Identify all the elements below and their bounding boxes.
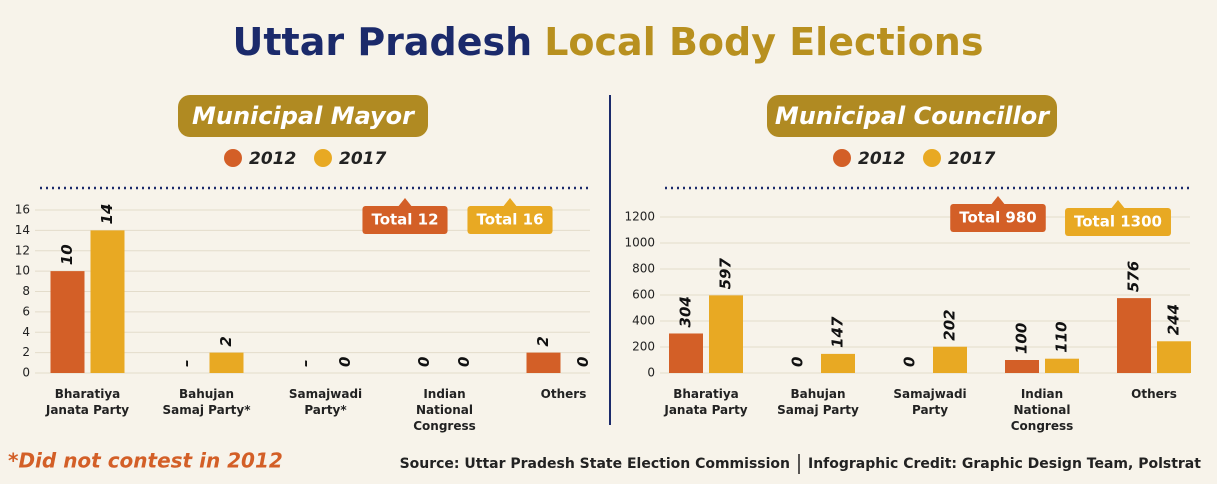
legend-label: 2012 [858,149,905,169]
y-tick-label: 14 [15,223,30,237]
value-label: 0 [574,357,592,367]
value-label: – [177,360,195,368]
x-tick-label: Bahujan Samaj Party* [162,387,251,417]
y-tick-label: 1000 [624,236,655,250]
y-tick-label: 8 [22,284,30,298]
total-badge [362,198,448,234]
y-tick-label: 10 [15,264,30,278]
value-label: 202 [941,309,959,340]
legend-swatch [314,149,332,167]
x-tick-label: Indian National Congress [1010,387,1074,433]
total-badge [1065,200,1171,236]
total-label: Total 12 [371,211,438,229]
bar [1005,360,1039,373]
value-label: 147 [829,316,847,348]
y-tick-label: 400 [632,314,655,328]
y-tick-label: 200 [632,340,655,354]
y-tick-label: 0 [22,366,30,380]
source: Source: Uttar Pradesh State Election Com… [400,456,790,472]
badge-pointer [990,196,1006,206]
y-tick-label: 600 [632,288,655,302]
legend-label: 2012 [249,149,296,169]
value-label: 0 [336,357,354,367]
total-label: Total 980 [959,209,1037,227]
bar [1117,298,1151,373]
value-label: 2 [534,336,552,346]
legend-label: 2017 [948,149,995,169]
x-tick-label: Others [540,387,587,401]
value-label: 0 [415,357,433,367]
title-part: Local Body Elections [544,20,983,64]
title-pill [767,95,1057,137]
total-label: Total 1300 [1074,213,1162,231]
x-tick-label: Others [1131,387,1177,401]
title-pill [178,95,428,137]
x-tick-label: Bahujan Samaj Party [777,387,859,417]
bar [1045,358,1079,373]
bar [669,333,703,373]
y-tick-label: 16 [15,203,30,217]
y-tick-label: 1200 [624,210,655,224]
bar [90,230,125,373]
y-tick-label: 2 [22,345,30,359]
bar [821,353,855,373]
value-label: 2 [217,336,235,346]
x-tick-label: Bharatiya Janata Party [664,387,748,417]
badge-box [950,204,1046,232]
value-label: 576 [1125,261,1143,292]
badge-box [1065,208,1171,236]
y-tick-label: 4 [22,325,30,339]
y-tick-label: 0 [647,366,655,380]
main-title: Uttar Pradesh Local Body Elections [233,20,984,64]
value-label: 244 [1165,304,1183,335]
bar [709,295,743,373]
value-label: 10 [58,244,76,265]
title-part: Uttar Pradesh [233,20,533,64]
x-tick-label: Samajwadi Party* [288,387,363,417]
legend-label: 2017 [339,149,386,169]
footnote: *Did not contest in 2012 [8,449,283,473]
badge-box [467,206,553,234]
y-tick-label: 800 [632,262,655,276]
value-label: 110 [1053,321,1071,352]
badge-pointer [397,198,413,208]
value-label: 597 [717,258,735,290]
total-badge [950,196,1046,232]
x-tick-label: Samajwadi Party [893,387,967,417]
badge-pointer [502,198,518,208]
y-tick-label: 6 [22,304,30,318]
value-label: 304 [677,296,695,327]
value-label: 14 [98,204,116,225]
x-tick-label: Indian National Congress [413,387,476,433]
legend-swatch [923,149,941,167]
value-label: 0 [901,357,919,367]
bar [933,346,967,373]
bar [526,352,561,373]
value-label: 0 [455,357,473,367]
badge-pointer [1110,200,1126,210]
total-label: Total 16 [476,211,543,229]
x-tick-label: Bharatiya Janata Party [45,387,130,417]
bar [209,352,244,373]
badge-box [362,206,448,234]
bar [50,271,85,373]
y-tick-label: 12 [15,243,30,257]
total-badge [467,198,553,234]
value-label: 100 [1013,323,1031,354]
value-label: 0 [789,357,807,367]
credit: Infographic Credit: Graphic Design Team,… [808,456,1201,472]
chart-title: Municipal Mayor [192,102,416,130]
legend-swatch [833,149,851,167]
legend-swatch [224,149,242,167]
bar [1157,341,1191,373]
chart-title: Municipal Councillor [775,102,1051,130]
value-label: – [296,360,314,368]
